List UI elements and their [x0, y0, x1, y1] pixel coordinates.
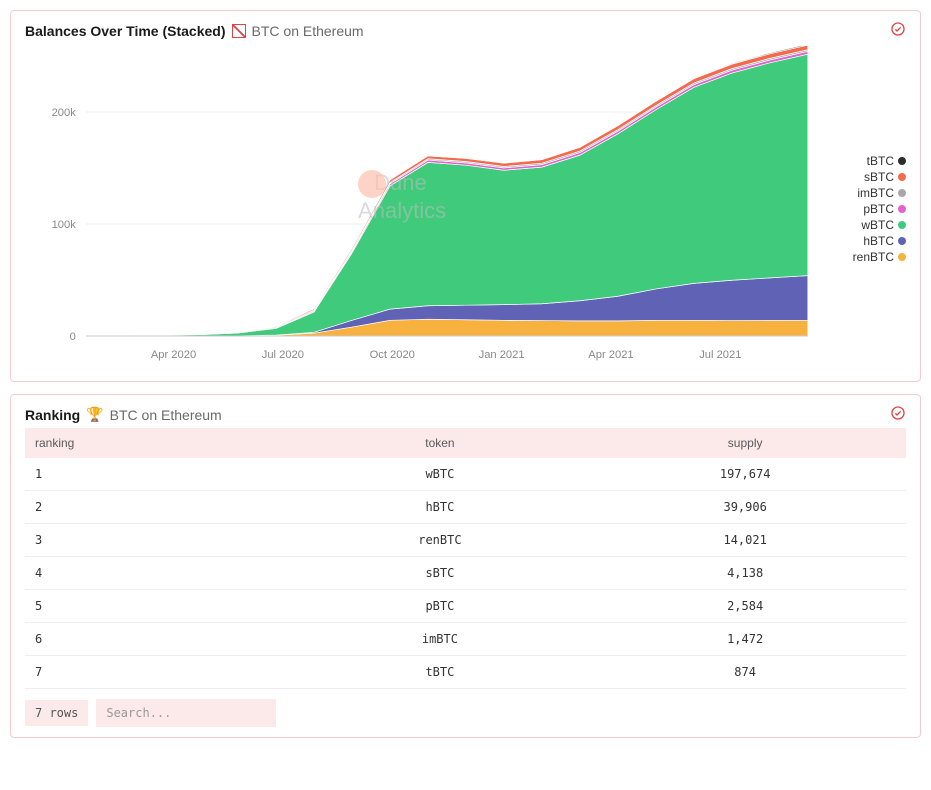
chart-legend: tBTC sBTC imBTC pBTC wBTC hBTC renBTC	[826, 46, 906, 371]
table-header-cell[interactable]: ranking	[25, 428, 296, 458]
table-header-cell[interactable]: supply	[584, 428, 906, 458]
area-renBTC[interactable]	[86, 319, 808, 336]
legend-item[interactable]: sBTC	[826, 170, 906, 184]
table-row[interactable]: 5pBTC2,584	[25, 590, 906, 623]
table-cell: 2,584	[584, 590, 906, 623]
svg-text:100k: 100k	[52, 219, 77, 231]
legend-dot-icon	[898, 173, 906, 181]
ranking-title: Ranking	[25, 407, 80, 423]
ranking-table: rankingtokensupply 1wBTC197,6742hBTC39,9…	[25, 428, 906, 689]
svg-text:Jul 2020: Jul 2020	[262, 349, 304, 361]
legend-dot-icon	[898, 237, 906, 245]
svg-text:Apr 2020: Apr 2020	[151, 349, 196, 361]
table-cell: pBTC	[296, 590, 585, 623]
legend-dot-icon	[898, 221, 906, 229]
table-header-cell[interactable]: token	[296, 428, 585, 458]
table-cell: 4	[25, 557, 296, 590]
table-footer: 7 rows	[25, 699, 906, 727]
legend-dot-icon	[898, 253, 906, 261]
table-cell: wBTC	[296, 458, 585, 491]
table-cell: 6	[25, 623, 296, 656]
table-cell: 3	[25, 524, 296, 557]
svg-text:0: 0	[70, 331, 76, 343]
svg-text:200k: 200k	[52, 107, 77, 119]
table-cell: imBTC	[296, 623, 585, 656]
trophy-icon: 🏆	[86, 406, 103, 423]
table-row[interactable]: 4sBTC4,138	[25, 557, 906, 590]
legend-item[interactable]: tBTC	[826, 154, 906, 168]
table-row[interactable]: 1wBTC197,674	[25, 458, 906, 491]
chart-panel: Balances Over Time (Stacked) BTC on Ethe…	[10, 10, 921, 382]
legend-item[interactable]: hBTC	[826, 234, 906, 248]
verified-check-icon[interactable]	[890, 21, 906, 40]
legend-label: pBTC	[863, 202, 894, 216]
table-cell: 874	[584, 656, 906, 689]
table-cell: hBTC	[296, 491, 585, 524]
table-cell: 2	[25, 491, 296, 524]
table-row[interactable]: 6imBTC1,472	[25, 623, 906, 656]
legend-item[interactable]: pBTC	[826, 202, 906, 216]
legend-label: wBTC	[861, 218, 894, 232]
svg-text:Jul 2021: Jul 2021	[699, 349, 741, 361]
table-header-row: rankingtokensupply	[25, 428, 906, 458]
svg-text:Apr 2021: Apr 2021	[588, 349, 633, 361]
table-cell: 1	[25, 458, 296, 491]
chart-area: 0 100k 200k Apr 2020 Jul 2020 Oct 2020 Jan 202…	[25, 46, 906, 371]
legend-label: sBTC	[864, 170, 894, 184]
legend-dot-icon	[898, 189, 906, 197]
chart-panel-header: Balances Over Time (Stacked) BTC on Ethe…	[25, 21, 906, 40]
table-cell: renBTC	[296, 524, 585, 557]
stacked-legend-icon	[232, 24, 246, 38]
table-cell: sBTC	[296, 557, 585, 590]
table-cell: tBTC	[296, 656, 585, 689]
chart-title: Balances Over Time (Stacked)	[25, 23, 226, 39]
legend-label: imBTC	[857, 186, 894, 200]
legend-item[interactable]: imBTC	[826, 186, 906, 200]
table-cell: 197,674	[584, 458, 906, 491]
table-row[interactable]: 7tBTC874	[25, 656, 906, 689]
legend-label: hBTC	[863, 234, 894, 248]
row-count-badge: 7 rows	[25, 700, 88, 726]
table-cell: 14,021	[584, 524, 906, 557]
legend-dot-icon	[898, 205, 906, 213]
ranking-panel: Ranking 🏆 BTC on Ethereum rankingtokensu…	[10, 394, 921, 738]
stacked-area-chart[interactable]: 0 100k 200k Apr 2020 Jul 2020 Oct 2020 Jan 202…	[25, 46, 818, 366]
legend-label: renBTC	[853, 250, 894, 264]
svg-text:Oct 2020: Oct 2020	[370, 349, 415, 361]
chart-subtitle: BTC on Ethereum	[252, 23, 364, 39]
ranking-table-wrap: rankingtokensupply 1wBTC197,6742hBTC39,9…	[25, 428, 906, 689]
legend-item[interactable]: renBTC	[826, 250, 906, 264]
table-cell: 4,138	[584, 557, 906, 590]
legend-label: tBTC	[867, 154, 894, 168]
verified-check-icon[interactable]	[890, 405, 906, 424]
table-cell: 5	[25, 590, 296, 623]
legend-item[interactable]: wBTC	[826, 218, 906, 232]
table-body: 1wBTC197,6742hBTC39,9063renBTC14,0214sBT…	[25, 458, 906, 689]
table-cell: 1,472	[584, 623, 906, 656]
table-cell: 7	[25, 656, 296, 689]
legend-dot-icon	[898, 157, 906, 165]
table-cell: 39,906	[584, 491, 906, 524]
svg-text:Jan 2021: Jan 2021	[479, 349, 525, 361]
ranking-subtitle: BTC on Ethereum	[110, 407, 222, 423]
search-input[interactable]	[96, 699, 276, 727]
table-row[interactable]: 3renBTC14,021	[25, 524, 906, 557]
ranking-panel-header: Ranking 🏆 BTC on Ethereum	[25, 405, 906, 424]
table-row[interactable]: 2hBTC39,906	[25, 491, 906, 524]
